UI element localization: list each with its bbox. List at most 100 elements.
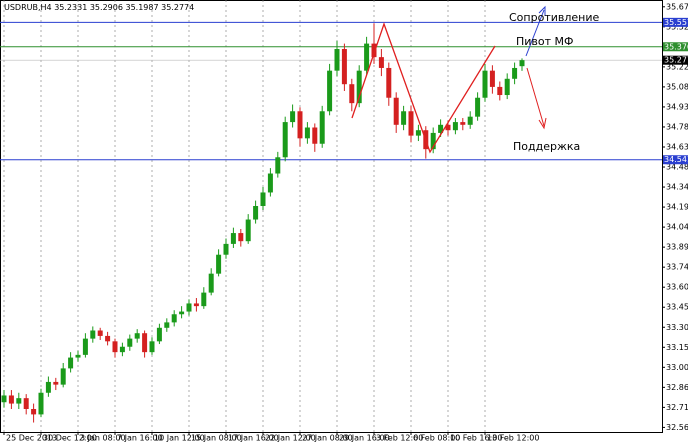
- level-label: 35.3766: [664, 42, 688, 51]
- y-tick-label: 33.8960: [666, 243, 688, 252]
- candle-body: [156, 327, 162, 342]
- x-tick-label: 3 Jan 08:00: [80, 434, 126, 443]
- annotation: Поддержка: [513, 140, 580, 153]
- y-tick-label: 35.0800: [666, 82, 688, 91]
- candle-body: [415, 130, 421, 136]
- candle-body: [334, 49, 340, 71]
- annotation: Сопротивление: [509, 11, 599, 24]
- candle-body: [142, 333, 148, 353]
- y-tick-label: 32.8600: [666, 383, 688, 392]
- candle-body: [497, 86, 503, 96]
- plot-frame: [0, 0, 663, 433]
- annotation: Пивот МФ: [516, 35, 574, 48]
- x-tick-label: 3 Feb 12:00: [376, 434, 423, 443]
- candle-body: [297, 111, 303, 139]
- candle-body: [438, 124, 444, 133]
- candle-body: [82, 338, 88, 355]
- x-tick-label: 27 Jan 08:00: [302, 434, 353, 443]
- candle-body: [60, 368, 66, 385]
- candle-body: [290, 111, 296, 123]
- candle-body: [349, 84, 355, 104]
- y-tick-label: 33.6000: [666, 283, 688, 292]
- arrow-down: [526, 67, 545, 127]
- x-tick-label: 29 Jan 16:00: [339, 434, 390, 443]
- candle-body: [504, 78, 510, 96]
- candle-body: [16, 398, 22, 404]
- arrow-up: [525, 9, 545, 57]
- y-tick-label: 33.7480: [666, 263, 688, 272]
- x-tick-label: 22 Jan 12:00: [265, 434, 316, 443]
- arrow-head: [538, 117, 547, 130]
- candle-body: [119, 346, 125, 353]
- candle-body: [304, 127, 310, 139]
- candle-body: [319, 111, 325, 144]
- candle-body: [149, 341, 155, 353]
- candle-body: [467, 116, 473, 125]
- candle-body: [201, 292, 207, 307]
- candle-body: [171, 314, 177, 323]
- candle-body: [460, 122, 466, 125]
- candle-body: [8, 395, 14, 404]
- candle-body: [179, 311, 185, 315]
- y-tick-label: 34.6360: [666, 142, 688, 151]
- x-tick-label: 25 Dec 2013: [6, 434, 57, 443]
- level-label: 35.5570: [664, 18, 688, 27]
- candle-body: [275, 157, 281, 174]
- candle-body: [97, 330, 103, 336]
- candle-body: [260, 192, 266, 206]
- y-tick-label: 34.4880: [666, 163, 688, 172]
- candle-body: [223, 243, 229, 255]
- current-price-tag: [663, 55, 688, 65]
- candle-body: [53, 381, 59, 385]
- levels: [0, 21, 662, 161]
- candle-body: [193, 303, 199, 307]
- x-tick-label: 6 Feb 08:00: [413, 434, 460, 443]
- level-tag: [663, 42, 688, 52]
- x-tick-label: 13 Feb 12:00: [487, 434, 539, 443]
- candle-body: [408, 111, 414, 136]
- candle-body: [312, 127, 318, 144]
- y-tick-label: 33.0080: [666, 363, 688, 372]
- candle-body: [216, 254, 222, 274]
- candle-body: [253, 205, 259, 220]
- candle-body: [38, 392, 44, 415]
- candle-body: [164, 322, 170, 328]
- candle-body: [386, 67, 392, 98]
- candle-body: [378, 57, 384, 68]
- y-tick-label: 35.2280: [666, 62, 688, 71]
- grid: [3, 0, 486, 432]
- candle-body: [208, 273, 214, 293]
- candle-body: [31, 408, 37, 415]
- candle-body: [327, 70, 333, 112]
- candle-body: [482, 70, 488, 98]
- candle-body: [105, 335, 111, 342]
- y-tick-label: 35.6720: [666, 2, 688, 11]
- x-tick-label: 30 Dec 12:00: [43, 434, 97, 443]
- candle-body: [475, 97, 481, 117]
- level-tag: [663, 155, 688, 165]
- candle-body: [401, 111, 407, 125]
- candle-body: [45, 381, 51, 393]
- candle-body: [445, 124, 451, 131]
- candle-body: [356, 70, 362, 104]
- candle-body: [489, 70, 495, 87]
- x-tick-label: 7 Jan 16:00: [117, 434, 163, 443]
- x-tick-label: 10 Feb 16:00: [450, 434, 502, 443]
- candle-body: [230, 233, 236, 244]
- y-tick-label: 34.9320: [666, 102, 688, 111]
- pattern-line: [351, 22, 496, 154]
- candle-body: [371, 43, 377, 58]
- chart-title: USDRUB,H4 35.2331 35.2906 35.1987 35.277…: [4, 3, 194, 12]
- candle-body: [341, 49, 347, 85]
- y-tick-label: 33.4520: [666, 303, 688, 312]
- candle-body: [1, 395, 7, 403]
- y-tick-label: 34.7840: [666, 122, 688, 131]
- x-tick-label: 17 Jan 16:00: [228, 434, 279, 443]
- y-tick-label: 33.3040: [666, 323, 688, 332]
- y-tick-label: 32.7120: [666, 403, 688, 412]
- x-tick-label: 10 Jan 12:00: [154, 434, 205, 443]
- candle-body: [267, 173, 273, 193]
- candle-body: [90, 330, 96, 339]
- y-tick-label: 34.1920: [666, 203, 688, 212]
- candle-body: [512, 67, 518, 79]
